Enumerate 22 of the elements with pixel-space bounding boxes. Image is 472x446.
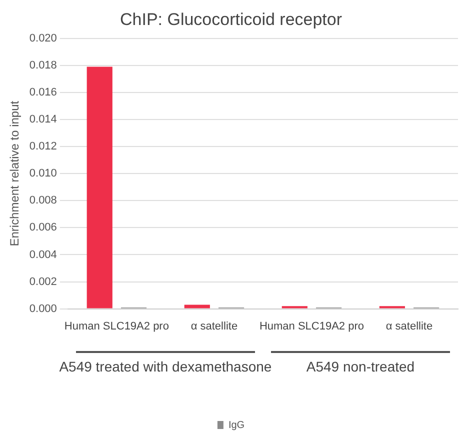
y-tick-label: 0.008 xyxy=(29,194,57,207)
x-tick-label: Human SLC19A2 pro xyxy=(64,320,169,332)
x-tick-label: α satellite xyxy=(190,320,238,332)
legend-label: IgG xyxy=(228,420,245,431)
y-tick-label: 0.014 xyxy=(29,114,57,126)
y-tick-label: 0.004 xyxy=(29,248,57,261)
y-tick-label: 0.018 xyxy=(29,59,57,72)
y-tick-label: 0.012 xyxy=(29,140,57,153)
y-tick-label: 0.002 xyxy=(29,276,57,288)
text: A549 treated with dexamethasone xyxy=(59,358,272,375)
y-tick-label: 0.010 xyxy=(29,168,57,180)
y-tick-label: 0.020 xyxy=(29,32,57,44)
chart-title: ChIP: Glucocorticoid receptor xyxy=(120,10,342,29)
bar xyxy=(86,66,112,308)
text: A549 non-treated xyxy=(306,358,415,375)
y-tick-label: 0.006 xyxy=(29,222,57,234)
y-tick-label: 0.016 xyxy=(29,86,57,99)
x-tick-label: Human SLC19A2 pro xyxy=(259,320,364,332)
x-tick-label: α satellite xyxy=(386,320,433,332)
y-tick-label: 0.000 xyxy=(29,302,57,315)
y-axis-title: Enrichment relative to input xyxy=(8,100,22,246)
bar xyxy=(184,304,210,308)
